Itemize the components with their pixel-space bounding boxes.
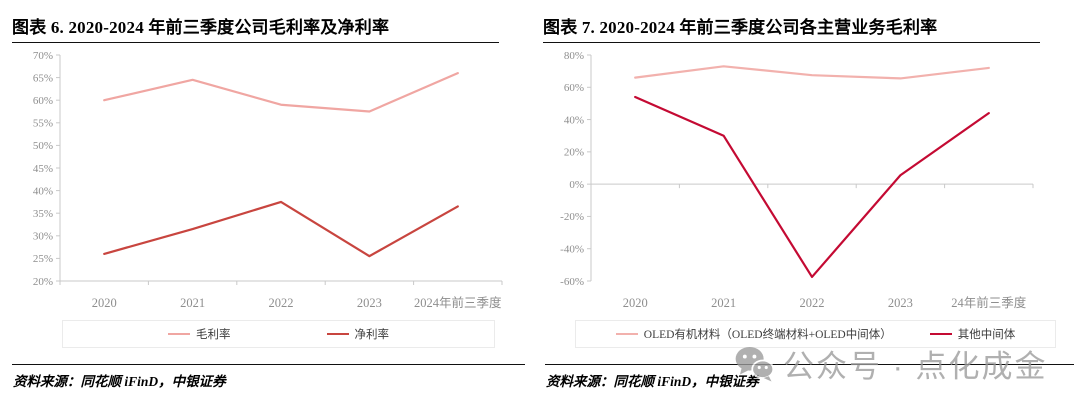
figure-title: 图表 7. 2020-2024 年前三季度公司各主营业务毛利率 — [543, 18, 938, 37]
figure-panel-6: 图表 6. 2020-2024 年前三季度公司毛利率及净利率 20% 25% 30%… — [12, 18, 525, 389]
svg-text:2020: 2020 — [623, 296, 648, 310]
legend-item-other-intermediates: 其他中间体 — [929, 326, 1016, 342]
svg-text:2020: 2020 — [92, 296, 117, 310]
footer-rule — [12, 364, 525, 365]
svg-text:40%: 40% — [564, 114, 584, 126]
svg-text:2022: 2022 — [269, 296, 294, 310]
svg-text:25%: 25% — [33, 253, 53, 265]
legend-label: OLED有机材料（OLED终端材料+OLED中间体） — [643, 329, 892, 341]
title-rule — [543, 42, 1040, 43]
source-note: 资料来源：同花顺 iFinD，中银证券 — [13, 374, 226, 389]
legend: 毛利率 净利率 — [62, 320, 495, 348]
svg-text:45%: 45% — [33, 163, 53, 175]
svg-text:2021: 2021 — [180, 296, 205, 310]
svg-text:30%: 30% — [33, 231, 53, 243]
legend-item-oled-materials: OLED有机材料（OLED终端材料+OLED中间体） — [615, 326, 892, 342]
legend-label: 净利率 — [354, 329, 390, 341]
legend-line-swatch — [168, 332, 190, 336]
svg-text:20%: 20% — [564, 147, 584, 159]
source-note: 资料来源：同花顺 iFinD，中银证券 — [546, 374, 759, 389]
svg-text:0%: 0% — [569, 179, 584, 191]
legend-label: 毛利率 — [196, 329, 231, 341]
svg-text:2022: 2022 — [800, 296, 825, 310]
svg-text:55%: 55% — [33, 118, 53, 130]
svg-text:-60%: -60% — [560, 276, 584, 288]
svg-text:2024年前三季度: 2024年前三季度 — [414, 295, 502, 310]
legend-label: 其他中间体 — [957, 329, 1016, 341]
svg-text:24年前三季度: 24年前三季度 — [951, 295, 1027, 310]
svg-text:20%: 20% — [33, 276, 53, 288]
legend: OLED有机材料（OLED终端材料+OLED中间体） 其他中间体 — [575, 320, 1056, 348]
legend-line-swatch — [929, 332, 952, 336]
svg-text:2023: 2023 — [888, 296, 913, 310]
footer-rule — [545, 364, 1074, 365]
svg-text:65%: 65% — [33, 72, 53, 84]
legend-item-net-margin: 净利率 — [326, 326, 390, 342]
figure-title: 图表 6. 2020-2024 年前三季度公司毛利率及净利率 — [12, 18, 390, 37]
svg-text:35%: 35% — [33, 208, 53, 220]
svg-text:40%: 40% — [33, 185, 53, 197]
svg-text:60%: 60% — [33, 95, 53, 107]
title-rule — [12, 42, 499, 43]
margin-line-chart: 20% 25% 30% 35% 40% 45% 50% 55% 60% 65% 70% 2020 202… — [33, 50, 503, 310]
svg-text:-40%: -40% — [560, 244, 584, 256]
legend-line-swatch — [326, 332, 349, 336]
figure-panel-7: 图表 7. 2020-2024 年前三季度公司各主营业务毛利率 -60% -40%… — [537, 0, 1074, 406]
legend-item-gross-margin: 毛利率 — [168, 326, 231, 342]
svg-text:70%: 70% — [33, 50, 53, 62]
svg-text:2021: 2021 — [711, 296, 736, 310]
svg-text:80%: 80% — [564, 50, 584, 62]
legend-line-swatch — [615, 332, 638, 336]
svg-text:2023: 2023 — [357, 296, 382, 310]
svg-text:60%: 60% — [564, 82, 584, 94]
segment-margin-line-chart: -60% -40% -20% 0% 20% 40% 60% 80% 2020 2021 2022 20… — [560, 50, 1034, 310]
svg-text:50%: 50% — [33, 140, 53, 152]
svg-text:-20%: -20% — [560, 211, 584, 223]
